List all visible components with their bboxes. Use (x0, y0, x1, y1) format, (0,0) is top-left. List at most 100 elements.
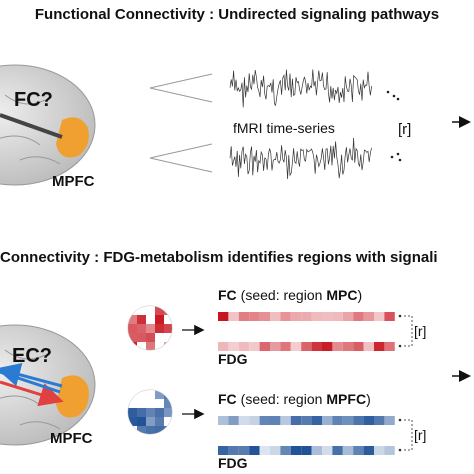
cell (137, 315, 146, 324)
region-label: MPFC (52, 173, 95, 190)
cell (128, 399, 137, 408)
seed-text: (seed: region (241, 287, 323, 303)
fc-label: FC (218, 287, 237, 303)
seed-label: FC (seed: region MPFC) (218, 391, 371, 407)
dot (398, 448, 402, 452)
cell (164, 342, 172, 350)
strip-cell (374, 416, 385, 425)
cell (128, 315, 137, 324)
strip-cell (332, 416, 343, 425)
strip-cell (301, 342, 312, 351)
strip-cell (342, 416, 354, 425)
cell (137, 417, 146, 426)
seed-region: MPFC (326, 391, 366, 407)
strip-cell (332, 312, 343, 321)
strip-cell (290, 342, 302, 351)
strip-cell (353, 342, 364, 351)
bottom-brain (0, 324, 96, 446)
strip-cell (238, 446, 250, 455)
strip-cell (311, 416, 322, 425)
strip-cell (311, 446, 322, 455)
strip-cell (363, 342, 374, 351)
strip-cell (384, 416, 395, 425)
cell (146, 408, 155, 417)
strip-cell (342, 312, 354, 321)
strip-cell (301, 312, 312, 321)
fc-label: FC (218, 391, 237, 407)
strip-cell (280, 342, 291, 351)
corr-label: [r] (398, 121, 411, 138)
seed-region: MPC (326, 287, 357, 303)
cell (146, 324, 155, 333)
brain-label: EC? (12, 345, 52, 367)
cell (137, 399, 146, 408)
cell (146, 426, 155, 434)
cell (128, 417, 137, 426)
strip-cell (301, 446, 312, 455)
strip-cell (238, 342, 250, 351)
strip-cell (259, 446, 270, 455)
region-label: MPFC (50, 430, 93, 447)
bottom-title: Connectivity : FDG-metabolism identifies… (0, 249, 438, 266)
strip-cell (259, 312, 270, 321)
cell (146, 306, 155, 315)
cell (137, 342, 146, 350)
strip-cell (218, 312, 229, 321)
strip-cell (384, 342, 395, 351)
cell (128, 333, 137, 342)
strip-cell (280, 312, 291, 321)
strip-cell (322, 416, 333, 425)
strip-cell (259, 342, 270, 351)
top-title: Functional Connectivity : Undirected sig… (35, 6, 439, 23)
strip-cell (228, 416, 239, 425)
strip-cell (249, 446, 260, 455)
strip-cell (228, 312, 239, 321)
signal (229, 69, 372, 108)
cell (164, 417, 172, 426)
strip-cell (301, 416, 312, 425)
strip-cell (249, 342, 260, 351)
bracket (404, 315, 413, 347)
strip-cell (342, 446, 354, 455)
cell (137, 390, 146, 399)
close: ) (366, 391, 371, 407)
brain-label: FC? (14, 89, 53, 111)
cell (155, 342, 164, 350)
cell (155, 315, 164, 324)
strip-cell (322, 446, 333, 455)
strip-cell (259, 416, 270, 425)
cell (137, 426, 146, 434)
cell (128, 342, 137, 350)
strip-cell (270, 416, 281, 425)
strip-cell (249, 312, 260, 321)
cell (146, 342, 155, 350)
strip-cell (290, 416, 302, 425)
strips: FC (seed: region MPC)FDG[r]FC (seed: region… (218, 287, 426, 471)
strip-cell (384, 446, 395, 455)
cell (146, 399, 155, 408)
strip-cell (249, 416, 260, 425)
fdg-label: FDG (218, 455, 248, 471)
cell (146, 390, 155, 399)
dot (398, 418, 402, 422)
strip-cell (374, 446, 385, 455)
cell (146, 315, 155, 324)
series-label: fMRI time-series (233, 120, 335, 136)
strip-cell (332, 446, 343, 455)
strip-cell (228, 342, 239, 351)
strip-cell (218, 342, 229, 351)
cell (155, 417, 164, 426)
cell (164, 333, 172, 342)
cell (164, 306, 172, 315)
strip-cell (374, 342, 385, 351)
strip-cell (342, 342, 354, 351)
strip-cell (228, 446, 239, 455)
strip-cell (353, 446, 364, 455)
ellipsis-dots (386, 90, 402, 162)
cell (155, 306, 164, 315)
cell (164, 315, 172, 324)
corr-label: [r] (414, 427, 426, 443)
bracket (404, 419, 413, 451)
strip-cell (290, 312, 302, 321)
